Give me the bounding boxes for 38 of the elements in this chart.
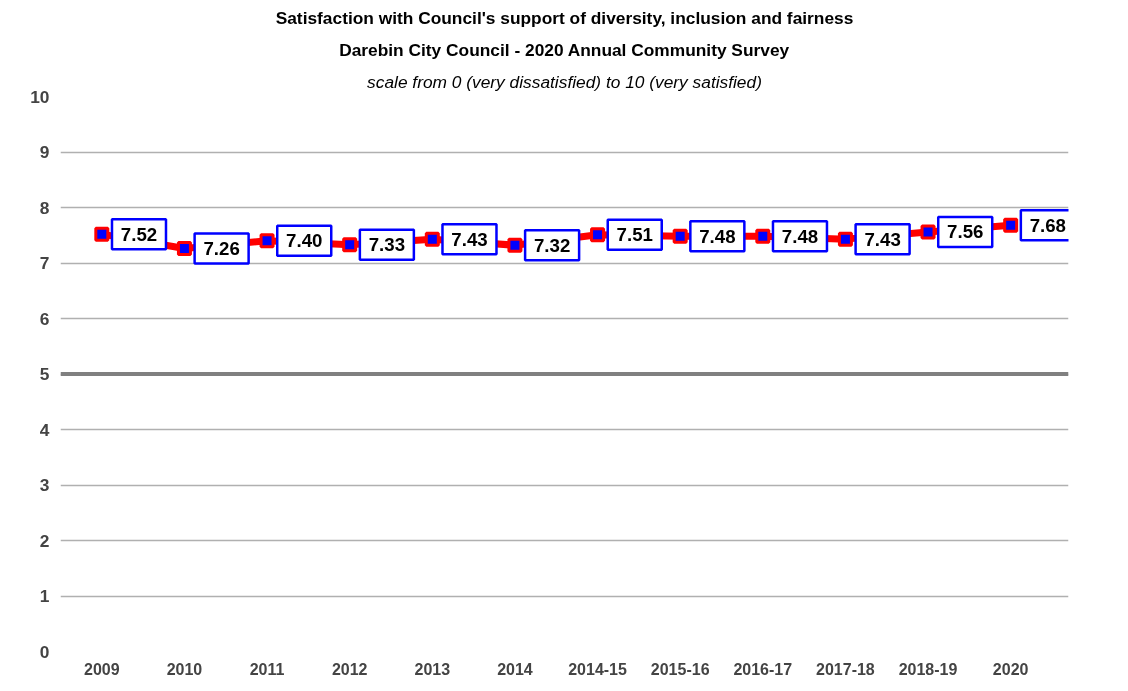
data-label: 7.51 [616, 224, 653, 246]
data-label: 7.56 [947, 221, 984, 243]
x-tick-label: 2014-15 [568, 660, 628, 678]
data-label: 7.48 [699, 225, 736, 247]
x-tick-label: 2016-17 [733, 660, 793, 678]
data-label: 7.43 [451, 228, 488, 250]
x-tick-label: 2020 [992, 660, 1029, 678]
x-tick-label: 2014 [497, 660, 533, 678]
y-tick-label: 4 [39, 419, 50, 440]
chart-subtitle: Darebin City Council - 2020 Annual Community Survey [339, 39, 790, 60]
data-label: 7.48 [781, 225, 819, 247]
x-tick-label: 2013 [414, 660, 451, 678]
y-tick-label: 6 [39, 308, 50, 329]
data-label: 7.33 [368, 234, 406, 256]
x-tick-label: 2018-19 [898, 660, 958, 678]
y-tick-label: 5 [39, 364, 50, 384]
x-tick-label: 2017-18 [816, 660, 875, 678]
text: scale from 0 (very dissatisfied) to 10 (very satisfied) [367, 71, 762, 92]
data-label: 7.68 [1029, 214, 1066, 236]
x-tick-label: 2015-16 [650, 660, 710, 678]
y-tick-label: 0 [39, 641, 50, 662]
x-tick-label: 2011 [249, 660, 285, 678]
data-label: 7.26 [203, 238, 240, 260]
y-tick-label: 8 [39, 197, 50, 218]
data-label: 7.52 [120, 223, 158, 245]
y-tick-label: 9 [39, 142, 50, 162]
chart-title: Satisfaction with Council's support of diversity, inclusion and fairness [275, 7, 854, 28]
y-tick-label: 1 [39, 586, 50, 606]
x-tick-label: 2010 [166, 660, 203, 678]
x-tick-label: 2009 [84, 660, 120, 678]
data-label: 7.43 [864, 228, 901, 250]
y-tick-label: 7 [39, 253, 50, 273]
y-tick-label: 10 [30, 86, 50, 107]
x-tick-label: 2012 [331, 660, 368, 678]
y-tick-label: 2 [39, 530, 50, 551]
data-label: 7.32 [533, 234, 571, 256]
data-label: 7.40 [286, 230, 323, 252]
y-tick-label: 3 [39, 475, 50, 495]
